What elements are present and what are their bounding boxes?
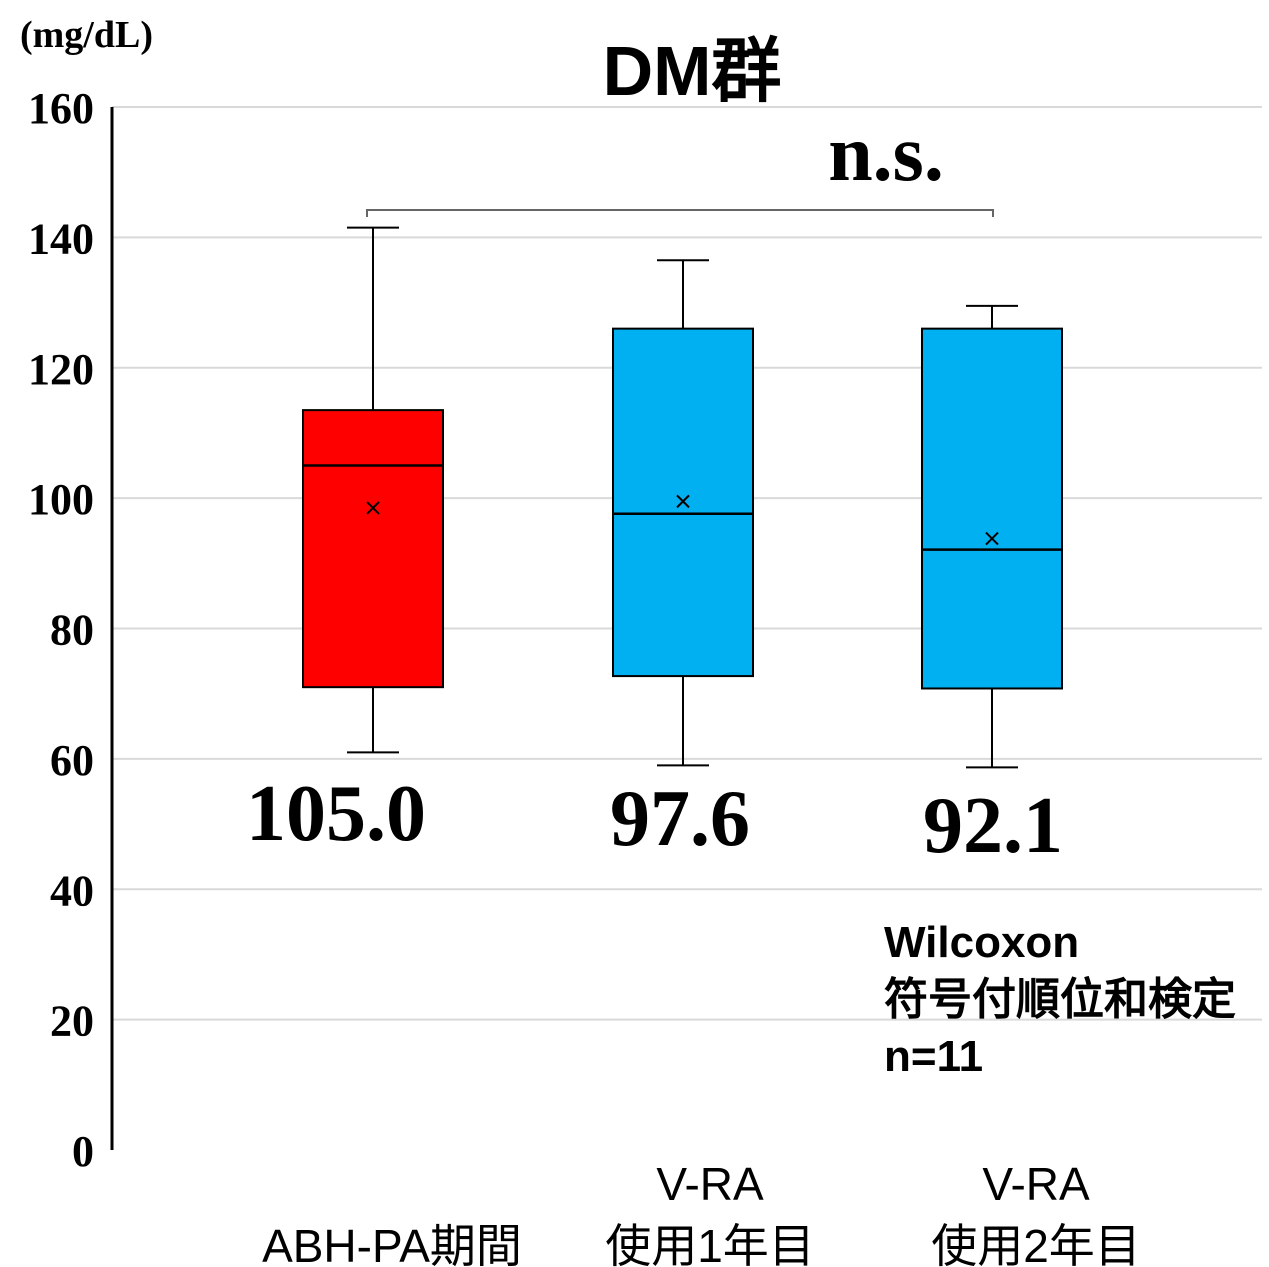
mean-marker [985,531,999,546]
significance-bracket: n.s. [366,110,994,217]
box-2 [612,259,754,767]
iqr-box [921,327,1063,690]
statistics-note: Wilcoxon 符号付順位和検定 n=11 [884,918,1236,1081]
y-tick-label: 40 [50,866,94,915]
note-line: 符号付順位和検定 [884,975,1236,1024]
y-axis-unit-label: (mg/dL) [20,14,153,56]
x-category-label: 使用2年目 [931,1220,1141,1267]
significance-label: n.s. [828,110,944,198]
x-category-label: 使用1年目 [605,1220,815,1267]
mean-marker [676,494,690,509]
y-tick-label: 100 [28,475,94,524]
mean-marker [366,501,380,515]
y-tick-label: 80 [50,606,94,655]
x-category-label: ABH-PA期間 [262,1220,522,1267]
y-tick-label: 60 [50,736,94,785]
iqr-box [302,409,444,689]
note-line: n=11 [884,1032,983,1081]
box-3 [921,304,1063,769]
y-tick-label: 20 [50,997,94,1046]
y-tick-label: 140 [28,214,94,263]
x-axis-labels: ABH-PA期間 V-RA 使用1年目 V-RA 使用2年目 [262,1158,1141,1267]
bracket-line [366,209,994,217]
y-tick-label: 0 [72,1127,94,1176]
y-axis: 0 20 40 60 80 100 120 140 160 [28,84,114,1176]
median-labels: 105.0 97.6 92.1 [246,770,1063,870]
y-tick-label: 120 [28,345,94,394]
chart-title: DM群 [603,32,782,110]
y-tick-label: 160 [28,84,94,133]
median-value-label: 105.0 [246,770,426,858]
note-line: Wilcoxon [884,918,1079,967]
median-value-label: 92.1 [923,782,1063,870]
x-category-label: V-RA [656,1158,764,1210]
x-category-label: V-RA [982,1158,1090,1210]
median-value-label: 97.6 [610,775,750,863]
box-series [302,226,1063,769]
box-1 [302,226,444,754]
